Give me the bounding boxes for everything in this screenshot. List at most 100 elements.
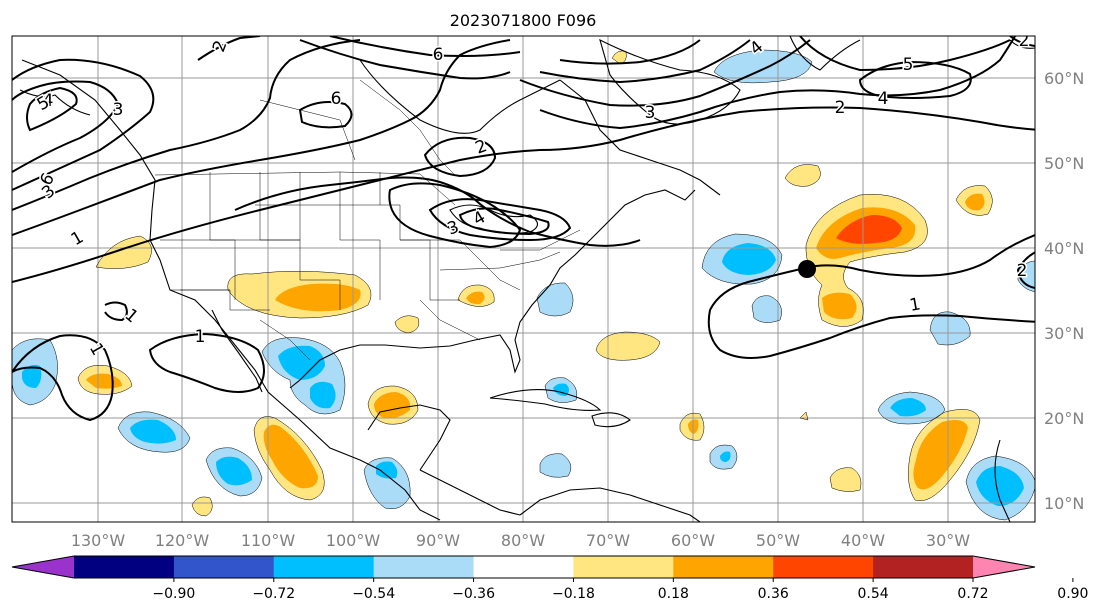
contour-line [148,332,265,393]
contour-line [458,207,550,236]
shading-edge [908,409,981,502]
shading-edge [77,365,133,395]
coastline [591,412,631,428]
cool-anomaly-region [720,451,731,462]
contour-line [858,60,972,99]
colorbar-tick-label: 0.72 [957,586,988,602]
cool-anomaly-region [752,295,782,323]
shading-edge [544,377,578,403]
cool-anomaly-region [976,466,1024,506]
shading-edge [877,391,946,425]
colorbar: −0.90 −0.72 −0.54 −0.36 −0.18 0.18 0.36 0.54 0.7… [11,555,1088,602]
coastline [419,469,521,516]
latitude-tick-label: 40°N [1044,239,1084,258]
shading-edge [261,337,346,415]
coastline [519,487,701,522]
contour-value-label: 2 [1019,31,1030,51]
longitude-labels: 130°W 120°W 110°W 100°W 90°W 80°W 70°W 60°W 50°W… [71,531,970,550]
contour-line [298,101,353,129]
shading-edge [117,411,191,453]
shading-edge [205,447,263,497]
colorbar-tick-label: 0.90 [1057,586,1088,602]
warm-anomaly-region [913,420,968,490]
contour-line [12,106,1035,283]
border [439,251,561,271]
contour-line [539,36,1016,130]
cool-anomaly-region [364,457,411,509]
longitude-tick-label: 90°W [416,531,460,550]
contour-line [12,334,114,422]
contour-value-label: 1 [195,327,206,347]
shading-edge [367,385,419,425]
contour-line [423,136,497,178]
contour-value-label: 2 [835,98,846,118]
warm-anomaly-region [275,283,361,312]
contour-value-label: 4 [43,91,54,111]
border [400,239,521,291]
shading-edge [929,311,971,346]
contour-line [197,36,261,61]
longitude-tick-label: 40°W [841,531,885,550]
coastline [211,309,263,393]
cool-anomaly-region [930,311,971,345]
border [359,79,456,176]
contour-line [519,39,811,107]
colorbar-segment [873,556,974,578]
shading-edge [701,233,783,285]
coastline [289,189,696,389]
longitude-tick-label: 100°W [326,531,381,550]
colorbar-segment [74,556,175,578]
contour-line [559,39,701,65]
longitude-tick-label: 50°W [756,531,800,550]
contour-line [12,58,155,191]
contour-value-label: 3 [113,100,124,120]
contour-line [12,80,120,173]
colorbar-segment [273,556,375,578]
colorbar-tick-label: 0.54 [858,586,889,602]
longitude-tick-label: 30°W [926,531,970,550]
contour-value-label: 2 [1017,261,1028,281]
shading-edge [955,185,993,216]
colorbar-tick-label: −0.54 [352,586,395,602]
shading-edge [709,444,738,470]
warm-anomaly-region [395,315,419,333]
map-frame [11,35,1036,523]
shading-edge [253,416,325,501]
latitude-tick-label: 30°N [1044,324,1084,343]
map-title: 2023071800 F096 [450,11,597,30]
contour-line [539,39,751,84]
cool-anomaly-region [1018,261,1035,292]
colorbar-tick-label: 0.36 [758,586,789,602]
shading-edge [611,50,627,65]
contour-line [12,39,511,236]
coastline [994,439,1011,522]
contour-line [26,86,78,132]
contour-line [299,39,511,80]
colorbar-segment [673,556,774,578]
cool-anomaly-region [278,345,325,380]
contour-line [329,36,521,57]
warm-anomaly-region [612,50,627,64]
shading-edge [536,282,574,317]
contour-line [428,198,572,242]
colorbar-tick-label: −0.90 [152,586,195,602]
shading-edge [12,338,58,406]
shading-edge [191,496,213,517]
contour-line [799,36,1011,72]
contour-line [707,234,1035,359]
colorbar-segment [573,556,674,578]
contour-line [104,301,128,322]
colorbar-min-extension [12,556,74,578]
longitude-tick-label: 70°W [586,531,630,550]
contour-line [1009,36,1035,47]
shading-edge [679,412,705,441]
shading-edge [829,467,862,492]
colorbar-tick-label: 0.18 [658,586,689,602]
border [500,229,581,251]
longitude-tick-label: 80°W [501,531,545,550]
coastline [489,389,602,411]
border [419,299,481,341]
cool-anomaly-region [310,381,336,409]
